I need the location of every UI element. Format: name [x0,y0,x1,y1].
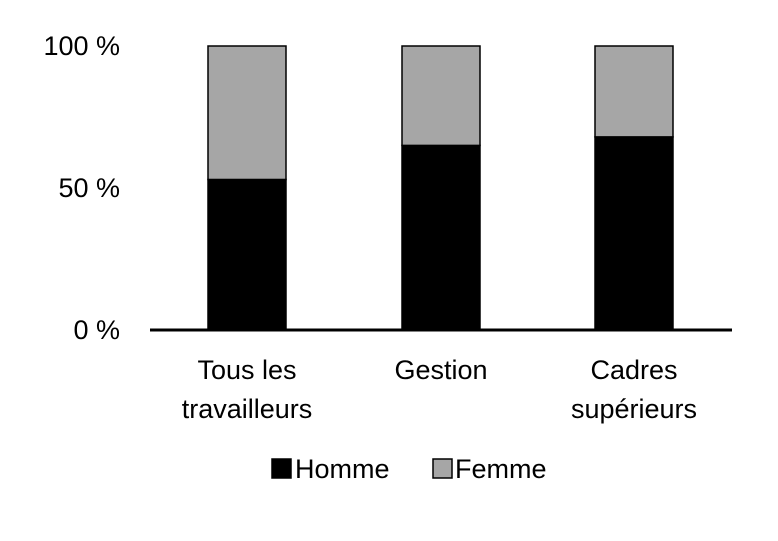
bar-segment-femme [401,45,481,147]
legend-label-femme: Femme [455,454,547,484]
legend: Homme Femme [271,454,547,484]
x-category-label-line: Tous les [197,355,296,385]
bar-segment-femme [207,45,287,181]
bar-segment-homme [594,136,674,331]
legend-swatch-femme [432,458,453,479]
bar-segment-homme [207,178,287,331]
x-axis-labels: Tous les travailleurs Gestion Cadres supérie… [182,355,697,424]
legend-label-homme: Homme [295,454,390,484]
x-category-label-line: Gestion [394,355,487,385]
bars [207,45,674,331]
x-category-label-line: travailleurs [182,394,313,424]
y-tick-label: 50 % [58,173,120,203]
x-category-label: Gestion [394,355,487,385]
bar-segment-homme [401,144,481,331]
x-category-label: Tous les travailleurs [182,355,313,424]
legend-swatch-homme [271,458,292,479]
x-category-label-line: Cadres [590,355,677,385]
y-axis-ticks: 0 % 50 % 100 % [43,31,120,345]
bar-segment-femme [594,45,674,138]
x-category-label-line: supérieurs [571,394,697,424]
y-tick-label: 100 % [43,31,120,61]
x-category-label: Cadres supérieurs [571,355,697,424]
y-tick-label: 0 % [73,315,120,345]
